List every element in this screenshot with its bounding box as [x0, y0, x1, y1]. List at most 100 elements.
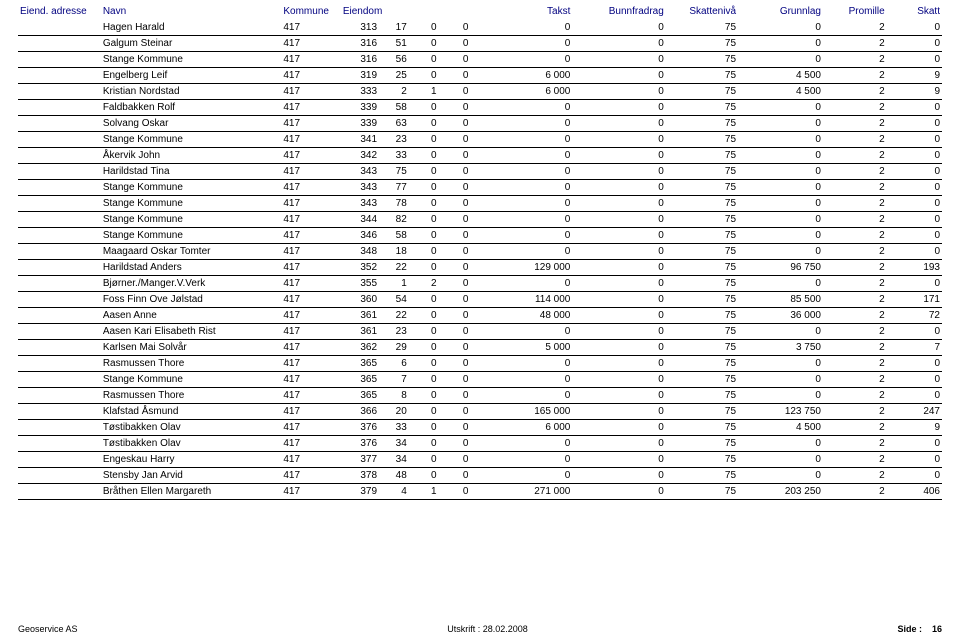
cell: 0: [738, 52, 823, 68]
cell: 0: [887, 228, 942, 244]
cell: 417: [281, 452, 340, 468]
cell: 352: [341, 260, 379, 276]
table-row: Harildstad Tina41734375000075020: [18, 164, 942, 180]
cell: [18, 36, 101, 52]
cell: [18, 52, 101, 68]
cell: 36 000: [738, 308, 823, 324]
cell: 0: [470, 468, 572, 484]
footer: Geoservice AS Utskrift : 28.02.2008 Side…: [18, 624, 942, 634]
cell: 417: [281, 404, 340, 420]
cell: 0: [887, 452, 942, 468]
cell: [18, 20, 101, 36]
cell: 0: [470, 180, 572, 196]
cell: 0: [409, 212, 439, 228]
cell: 9: [887, 420, 942, 436]
cell: 0: [470, 116, 572, 132]
cell: 2: [823, 484, 887, 500]
cell: 2: [823, 436, 887, 452]
cell: 0: [470, 372, 572, 388]
cell: 75: [379, 164, 409, 180]
cell: 0: [572, 36, 665, 52]
cell: 417: [281, 68, 340, 84]
table-row: Stange Kommune41734378000075020: [18, 196, 942, 212]
cell: [18, 148, 101, 164]
cell: 0: [439, 276, 471, 292]
cell: 0: [738, 148, 823, 164]
cell: 417: [281, 100, 340, 116]
table-row: Stange Kommune41734482000075020: [18, 212, 942, 228]
cell: 0: [439, 308, 471, 324]
cell: 2: [823, 228, 887, 244]
cell: 0: [572, 260, 665, 276]
cell: 0: [409, 308, 439, 324]
cell: 417: [281, 292, 340, 308]
cell: 417: [281, 308, 340, 324]
cell: 2: [823, 340, 887, 356]
cell: 0: [572, 484, 665, 500]
cell: 333: [341, 84, 379, 100]
cell: 0: [572, 324, 665, 340]
cell: Aasen Anne: [101, 308, 282, 324]
cell: 75: [666, 148, 738, 164]
cell: 0: [470, 100, 572, 116]
cell: 0: [738, 276, 823, 292]
cell: 2: [823, 212, 887, 228]
cell: 0: [439, 340, 471, 356]
cell: 0: [409, 260, 439, 276]
cell: 6: [379, 356, 409, 372]
cell: 29: [379, 340, 409, 356]
cell: 0: [439, 68, 471, 84]
cell: 96 750: [738, 260, 823, 276]
table-row: Tøstibakken Olav41737633006 0000754 5002…: [18, 420, 942, 436]
cell: [18, 116, 101, 132]
cell: 0: [887, 212, 942, 228]
cell: 56: [379, 52, 409, 68]
cell: 2: [823, 100, 887, 116]
col-bunnfradrag: Bunnfradrag: [572, 6, 665, 20]
table-row: Kristian Nordstad4173332106 0000754 5002…: [18, 84, 942, 100]
cell: 0: [409, 388, 439, 404]
cell: [18, 68, 101, 84]
cell: 348: [341, 244, 379, 260]
cell: 0: [470, 148, 572, 164]
cell: 0: [439, 420, 471, 436]
cell: 17: [379, 20, 409, 36]
cell: 0: [572, 100, 665, 116]
cell: 417: [281, 228, 340, 244]
cell: 0: [439, 36, 471, 52]
cell: Stange Kommune: [101, 180, 282, 196]
table-row: Stange Kommune41734123000075020: [18, 132, 942, 148]
cell: Stange Kommune: [101, 372, 282, 388]
cell: Maagaard Oskar Tomter: [101, 244, 282, 260]
cell: 0: [439, 100, 471, 116]
cell: 0: [572, 276, 665, 292]
cell: 0: [738, 468, 823, 484]
cell: Stensby Jan Arvid: [101, 468, 282, 484]
cell: 75: [666, 292, 738, 308]
cell: 417: [281, 468, 340, 484]
cell: 417: [281, 52, 340, 68]
table-row: Aasen Kari Elisabeth Rist417361230000750…: [18, 324, 942, 340]
col-eiendom: Eiendom: [341, 6, 471, 20]
cell: 0: [738, 244, 823, 260]
cell: 22: [379, 308, 409, 324]
cell: 0: [572, 244, 665, 260]
cell: 33: [379, 420, 409, 436]
cell: 0: [409, 68, 439, 84]
cell: 355: [341, 276, 379, 292]
cell: 0: [439, 228, 471, 244]
cell: 417: [281, 20, 340, 36]
cell: Tøstibakken Olav: [101, 420, 282, 436]
cell: 0: [572, 196, 665, 212]
cell: 0: [738, 164, 823, 180]
cell: 0: [887, 356, 942, 372]
cell: 2: [823, 468, 887, 484]
cell: 417: [281, 36, 340, 52]
cell: 0: [572, 132, 665, 148]
cell: 0: [887, 388, 942, 404]
col-skatteniva: Skattenivå: [666, 6, 738, 20]
cell: 365: [341, 372, 379, 388]
cell: 0: [738, 36, 823, 52]
cell: 247: [887, 404, 942, 420]
cell: 417: [281, 212, 340, 228]
